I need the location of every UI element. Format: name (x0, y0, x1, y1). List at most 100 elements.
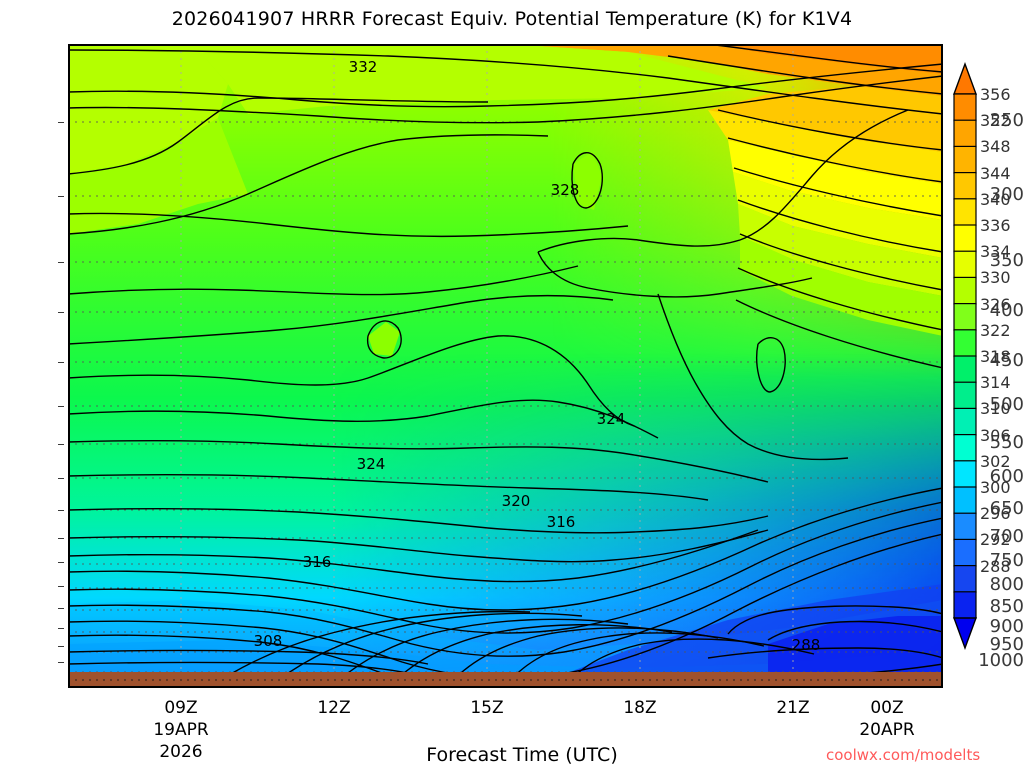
contour-label: 308 (254, 632, 283, 650)
y-tick-label: 1000 (978, 650, 1024, 671)
colorbar-under-arrow (952, 617, 978, 651)
colorbar-tick-label: 326 (980, 294, 1011, 314)
contour-label: 324 (597, 410, 626, 428)
y-tick-label: 350 (989, 250, 1024, 271)
colorbar-swatch (953, 224, 977, 253)
contour-label: 332 (349, 58, 378, 76)
colorbar-swatch (953, 119, 977, 148)
y-tick-mark (58, 586, 64, 587)
colorbar-tick-label: 334 (980, 242, 1011, 262)
colorbar-over-arrow (952, 61, 978, 95)
contour-label: 324 (357, 455, 386, 473)
terrain-band (68, 672, 943, 688)
contour-label: 288 (792, 636, 821, 654)
y-tick-mark (58, 122, 64, 123)
y-tick-mark (58, 510, 64, 511)
y-tick-mark (58, 662, 64, 663)
colorbar-swatch (953, 198, 977, 227)
grid-lines (68, 121, 943, 673)
contour-label: 320 (502, 492, 531, 510)
colorbar-tick-label: 336 (980, 216, 1011, 235)
colorbar-swatch (953, 407, 977, 436)
page-title: 2026041907 HRRR Forecast Equiv. Potentia… (171, 8, 853, 30)
y-tick-mark (58, 196, 64, 197)
colorbar-tick-label: 292 (980, 530, 1011, 550)
y-tick-label: 500 (989, 394, 1024, 415)
colorbar-tick-label: 310 (980, 399, 1011, 419)
y-tick-mark (58, 478, 64, 479)
contour-label: 316 (547, 513, 576, 531)
svg-text:328: 328 (551, 181, 580, 199)
x-axis-title: Forecast Time (UTC) (426, 744, 618, 766)
colorbar-tick-label: 314 (980, 373, 1011, 393)
svg-text:316: 316 (547, 513, 576, 531)
y-tick-mark (58, 628, 64, 629)
y-tick-label: 800 (989, 574, 1024, 595)
contour-label: 328 (551, 181, 580, 199)
colorbar-swatch (953, 93, 977, 122)
colorbar-svg (952, 61, 978, 651)
colorbar-swatch (953, 276, 977, 305)
y-tick-label: 950 (989, 634, 1024, 655)
y-tick-mark (58, 362, 64, 363)
x-tick-label: 18Z (623, 698, 657, 718)
x-tick-label: 09Z (164, 698, 198, 718)
x-tick-label: 21Z (776, 698, 810, 718)
x-tick-label: 00Z (870, 698, 904, 718)
y-tick-mark (58, 646, 64, 647)
svg-text:316: 316 (303, 553, 332, 571)
contour-plot: 332 328 324 324 320 316 316 308 288 (68, 44, 943, 688)
colorbar-swatch (953, 538, 977, 567)
x-tick-sublabel-year: 2026 (159, 742, 203, 762)
colorbar-tick-label: 318 (980, 347, 1011, 366)
y-tick-label: 300 (989, 184, 1024, 205)
y-tick-label: 550 (989, 432, 1024, 453)
contour-labels: 332 328 324 324 320 316 316 308 288 (254, 58, 821, 654)
colorbar-tick-label: 340 (980, 189, 1011, 209)
colorbar-tick-label: 288 (980, 556, 1011, 576)
colorbar-swatch (953, 434, 977, 462)
watermark: coolwx.com/modelts (826, 746, 981, 764)
colorbar-swatch (953, 172, 977, 200)
y-tick-label: 650 (989, 498, 1024, 519)
x-tick-sublabel-date: 19APR (153, 720, 209, 740)
plot-frame (68, 44, 943, 688)
y-tick-label: 400 (989, 300, 1024, 321)
colorbar-swatch (953, 381, 977, 410)
y-tick-mark (58, 608, 64, 609)
y-tick-mark (58, 312, 64, 313)
y-tick-mark (58, 262, 64, 263)
colorbar-swatch (953, 512, 977, 541)
grid-lines-vertical (180, 44, 794, 688)
colorbar-tick-label: 302 (980, 451, 1011, 471)
colorbar-swatch (953, 486, 977, 515)
colorbar-swatch (953, 591, 977, 620)
y-tick-label: 250 (989, 110, 1024, 131)
colorbar-tick-label: 306 (980, 425, 1011, 445)
svg-text:288: 288 (792, 636, 821, 654)
y-tick-mark (58, 444, 64, 445)
colorbar-swatch (953, 145, 977, 174)
colorbar-tick-label: 352 (980, 111, 1011, 131)
colorbar-tick-label: 348 (980, 137, 1011, 157)
y-tick-label: 900 (989, 616, 1024, 637)
svg-text:308: 308 (254, 632, 283, 650)
y-tick-label: 750 (989, 550, 1024, 571)
svg-text:324: 324 (597, 410, 626, 428)
y-tick-label: 700 (989, 526, 1024, 547)
x-tick-label: 12Z (317, 698, 351, 718)
y-tick-label: 450 (989, 350, 1024, 371)
colorbar: 356 352 348 344 340 336 334 330 326 322 318 314 310 3… (950, 44, 1024, 688)
colorbar-tick-label: 356 (980, 85, 1011, 104)
colorbar-swatch (953, 329, 977, 358)
y-tick-mark (58, 406, 64, 407)
svg-text:332: 332 (349, 58, 378, 76)
colorbar-tick-label: 296 (980, 504, 1011, 524)
contour-label: 316 (303, 553, 332, 571)
svg-text:320: 320 (502, 492, 531, 510)
colorbar-tick-label: 344 (980, 163, 1011, 183)
plot-area: 332 328 324 324 320 316 316 308 288 (68, 44, 943, 688)
y-tick-label: 600 (989, 466, 1024, 487)
filled-contours (68, 44, 943, 688)
